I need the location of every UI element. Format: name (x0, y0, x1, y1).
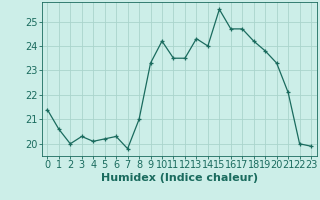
X-axis label: Humidex (Indice chaleur): Humidex (Indice chaleur) (100, 173, 258, 183)
